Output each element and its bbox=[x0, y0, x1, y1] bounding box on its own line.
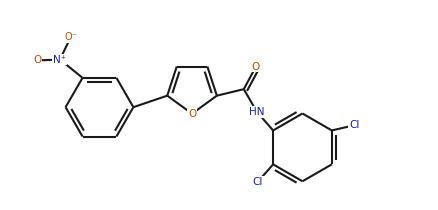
Text: HN: HN bbox=[249, 107, 265, 117]
Text: N⁺: N⁺ bbox=[53, 55, 67, 64]
Text: O⁻: O⁻ bbox=[64, 32, 77, 42]
Text: O: O bbox=[188, 109, 196, 119]
Text: Cl: Cl bbox=[349, 120, 360, 130]
Text: O: O bbox=[33, 55, 42, 66]
Text: O: O bbox=[252, 62, 260, 72]
Text: Cl: Cl bbox=[253, 177, 263, 187]
